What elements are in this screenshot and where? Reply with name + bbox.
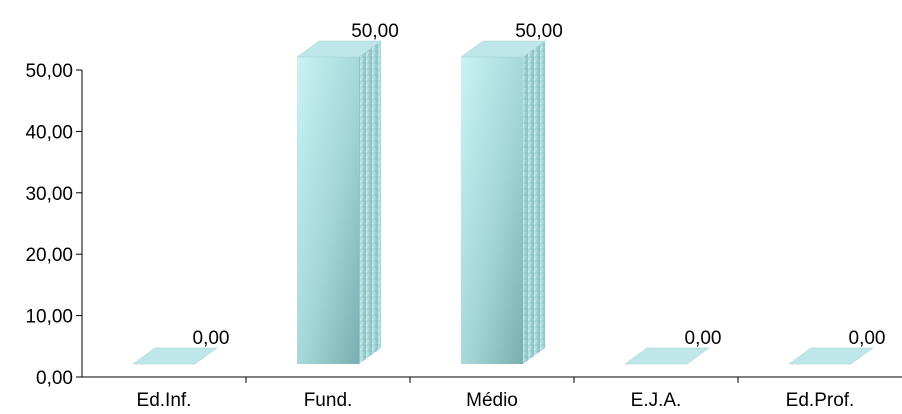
bar — [132, 347, 218, 365]
bar-top — [132, 347, 218, 365]
x-tick-label: Ed.Prof. — [786, 390, 855, 411]
y-tick-label: 0,00 — [36, 368, 73, 389]
bar-front — [461, 57, 523, 364]
y-tick-label: 20,00 — [25, 245, 73, 266]
y-tick-label: 50,00 — [25, 61, 73, 82]
y-tick-label: 30,00 — [25, 184, 73, 205]
bar-top — [296, 40, 382, 58]
bar-front — [297, 57, 359, 364]
bar — [296, 40, 382, 364]
data-label: 50,00 — [515, 21, 563, 42]
bar — [624, 347, 710, 365]
y-tick-label: 40,00 — [25, 122, 73, 143]
x-tick-label: Fund. — [304, 390, 353, 411]
bar — [788, 347, 874, 365]
x-tick-label: Médio — [466, 390, 518, 411]
bar-side — [523, 41, 545, 364]
y-tick-label: 10,00 — [25, 307, 73, 328]
data-label: 0,00 — [849, 328, 886, 349]
bar-top — [788, 347, 874, 365]
bar-top — [460, 40, 546, 58]
bars — [132, 40, 874, 365]
x-axis: Ed.Inf. Fund. Médio E.J.A. Ed.Prof. — [82, 376, 902, 411]
bar — [460, 40, 546, 364]
data-label: 0,00 — [193, 328, 230, 349]
x-tick-label: E.J.A. — [631, 390, 682, 411]
y-axis: 0,00 10,00 20,00 30,00 40,00 50,00 — [25, 61, 83, 389]
bar-top — [624, 347, 710, 365]
bar-side — [359, 41, 381, 364]
x-tick-label: Ed.Inf. — [137, 390, 192, 411]
data-labels: 0,00 50,00 50,00 0,00 0,00 — [193, 21, 886, 349]
data-label: 0,00 — [685, 328, 722, 349]
data-label: 50,00 — [351, 21, 399, 42]
